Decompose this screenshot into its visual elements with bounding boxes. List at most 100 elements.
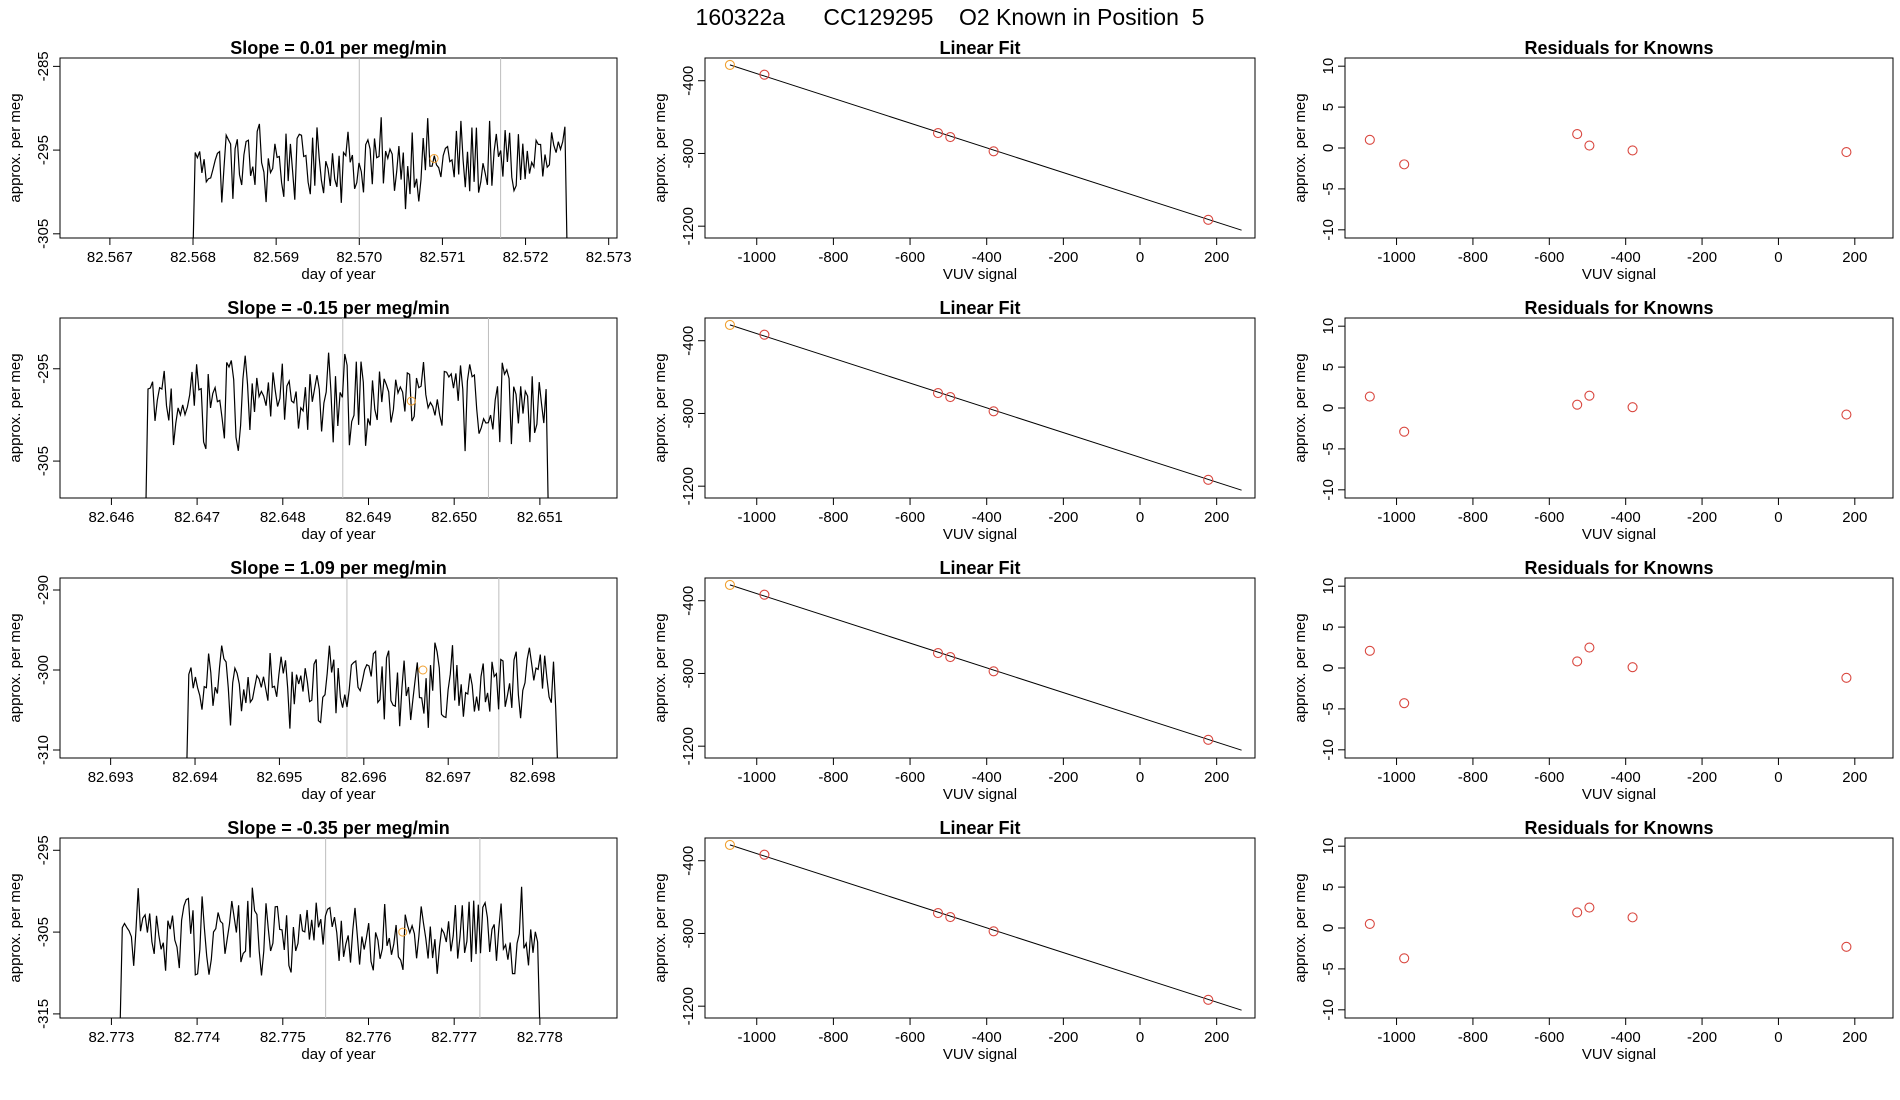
x-tick-label: 82.773 — [88, 1029, 134, 1046]
y-tick-label: 10 — [1320, 58, 1337, 75]
y-tick-label: -10 — [1320, 219, 1337, 241]
y-tick-label: -315 — [35, 999, 52, 1029]
x-tick-label: 82.572 — [503, 249, 549, 266]
x-tick-label: -600 — [895, 249, 925, 266]
data-point — [1572, 656, 1583, 667]
x-tick-label: -1000 — [1377, 249, 1415, 266]
y-tick-label: -310 — [35, 735, 52, 765]
data-point — [945, 132, 956, 143]
y-tick-label: 5 — [1320, 363, 1337, 371]
data-point — [1841, 672, 1852, 683]
y-tick-label: -295 — [35, 135, 52, 165]
y-tick-label: 5 — [1320, 883, 1337, 891]
x-tick-label: 82.648 — [260, 509, 306, 526]
y-tick-label: 0 — [1320, 664, 1337, 672]
x-tick-label: -400 — [1611, 769, 1641, 786]
y-tick-label: -800 — [680, 918, 697, 948]
x-tick-label: -600 — [1534, 769, 1564, 786]
x-tick-label: -600 — [895, 509, 925, 526]
x-tick-label: -400 — [972, 509, 1002, 526]
row4-timeseries: Slope = -0.35 per meg/min 82.773 82.774 82.… — [7, 818, 618, 1063]
chart-title: Residuals for Knowns — [1524, 38, 1713, 58]
data-point — [759, 329, 770, 340]
plot-frame — [704, 837, 1256, 1019]
data-point — [1627, 912, 1638, 923]
plot-area — [119, 838, 541, 1018]
data-point — [1841, 409, 1852, 420]
data-point — [724, 59, 735, 70]
data-point — [1203, 734, 1214, 745]
figure-title: 160322a CC129295 O2 Known in Position 5 — [695, 4, 1205, 30]
y-tick-label: -5 — [1320, 702, 1337, 715]
known-marker — [418, 665, 428, 675]
data-point — [932, 388, 944, 399]
y-tick-label: -10 — [1320, 739, 1337, 761]
x-tick-label: 82.695 — [256, 769, 302, 786]
x-tick-label: -400 — [1611, 509, 1641, 526]
data-point — [1399, 159, 1410, 170]
x-tick-label: 0 — [1136, 509, 1144, 526]
y-axis-label: approx. per meg — [1292, 93, 1309, 202]
y-tick-label: -800 — [680, 138, 697, 168]
plot-area — [724, 59, 1242, 231]
chart-title: Residuals for Knowns — [1524, 818, 1713, 838]
y-axis-label: approx. per meg — [1292, 613, 1309, 722]
chart-title: Linear Fit — [939, 298, 1020, 318]
plot-area — [1364, 129, 1852, 170]
data-point — [932, 128, 944, 139]
x-tick-label: -800 — [818, 249, 848, 266]
plot-area — [1364, 390, 1852, 437]
x-tick-label: 0 — [1136, 1029, 1144, 1046]
x-tick-label: 82.693 — [88, 769, 134, 786]
x-tick-label: 82.698 — [510, 769, 556, 786]
x-tick-label: -200 — [1687, 509, 1717, 526]
data-point — [1364, 391, 1375, 402]
x-axis-label: VUV signal — [943, 786, 1017, 803]
row1-timeseries: Slope = 0.01 per meg/min 82.567 82.568 82.5… — [7, 38, 632, 283]
y-tick-label: 10 — [1320, 578, 1337, 595]
chart-title: Residuals for Knowns — [1524, 558, 1713, 578]
y-axis-label: approx. per meg — [1292, 873, 1309, 982]
x-tick-label: -800 — [818, 769, 848, 786]
y-tick-label: -305 — [35, 219, 52, 249]
x-tick-label: -800 — [1458, 509, 1488, 526]
x-tick-label: 0 — [1774, 509, 1782, 526]
x-axis-label: day of year — [301, 526, 375, 543]
y-axis-label: approx. per meg — [7, 873, 24, 982]
data-point — [1584, 140, 1595, 151]
plot-area — [1364, 642, 1852, 709]
y-axis-label: approx. per meg — [1292, 353, 1309, 462]
data-point — [1584, 902, 1595, 913]
x-tick-label: 82.567 — [87, 249, 133, 266]
row2-linear-fit: Linear Fit -1000 -800 -600 -400 -200 0 200 -400 -… — [652, 298, 1256, 543]
row1-residuals: Residuals for Knowns-1000 -800 -600 -400 -20… — [1292, 38, 1894, 283]
y-tick-label: -5 — [1320, 962, 1337, 975]
x-tick-label: 0 — [1136, 769, 1144, 786]
data-point — [1364, 918, 1375, 929]
x-tick-label: 0 — [1774, 249, 1782, 266]
plot-area — [145, 318, 549, 498]
x-tick-label: -600 — [1534, 509, 1564, 526]
x-axis-label: VUV signal — [1582, 266, 1656, 283]
y-axis-label: approx. per meg — [652, 353, 669, 462]
x-tick-label: 82.776 — [346, 1029, 392, 1046]
y-tick-label: -295 — [35, 835, 52, 865]
data-point — [945, 912, 956, 923]
x-tick-label: 82.570 — [336, 249, 382, 266]
data-point — [724, 579, 735, 590]
x-tick-label: -400 — [972, 249, 1002, 266]
y-tick-label: -1200 — [680, 467, 697, 505]
x-tick-label: 200 — [1204, 509, 1229, 526]
x-tick-label: 82.777 — [431, 1029, 477, 1046]
chart-title: Linear Fit — [939, 38, 1020, 58]
x-tick-label: -800 — [1458, 1029, 1488, 1046]
plot-frame — [59, 317, 618, 499]
x-tick-label: -600 — [895, 1029, 925, 1046]
x-tick-label: -1000 — [738, 1029, 776, 1046]
y-tick-label: -5 — [1320, 182, 1337, 195]
plot-area — [192, 58, 568, 238]
chart-title: Slope = -0.15 per meg/min — [227, 298, 450, 318]
x-tick-label: 82.694 — [172, 769, 218, 786]
y-tick-label: -800 — [680, 658, 697, 688]
